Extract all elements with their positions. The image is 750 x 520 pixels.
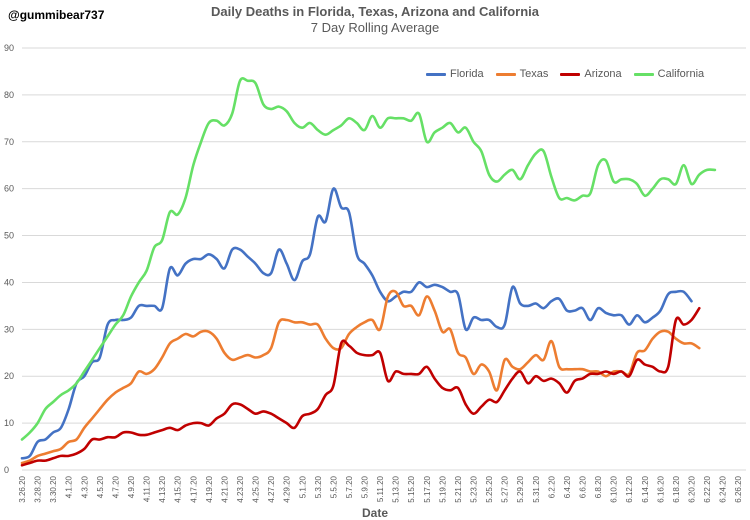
x-tick-label: 5.17.20	[423, 475, 432, 502]
legend: Florida Texas Arizona California	[426, 68, 704, 80]
x-tick-label: 4.27.20	[267, 475, 276, 502]
x-tick-label: 6.4.20	[563, 475, 572, 498]
series-line-california	[20, 77, 717, 441]
x-tick-label: 5.19.20	[438, 475, 447, 502]
legend-swatch-florida	[426, 72, 446, 76]
x-tick-label: 4.23.20	[236, 475, 245, 502]
x-tick-label: 5.11.20	[376, 475, 385, 502]
x-tick-label: 4.21.20	[220, 475, 229, 502]
author-handle: @gummibear737	[8, 8, 105, 22]
y-tick-label: 70	[4, 137, 14, 147]
x-tick-label: 5.29.20	[516, 475, 525, 502]
y-tick-label: 60	[4, 184, 14, 194]
y-tick-label: 90	[4, 43, 14, 53]
x-tick-label: 5.15.20	[407, 475, 416, 502]
legend-label-florida: Florida	[450, 68, 484, 80]
gridlines	[22, 47, 746, 471]
x-tick-label: 4.11.20	[143, 475, 152, 502]
x-tick-label: 4.3.20	[80, 475, 89, 498]
x-tick-label: 5.13.20	[392, 475, 401, 502]
x-tick-label: 4.25.20	[252, 475, 261, 502]
x-tick-label: 4.5.20	[96, 475, 105, 498]
x-axis-tick-labels: 3.26.20 3.28.20 3.30.20 4.1.20 4.3.20 4.5.20 4…	[18, 475, 743, 502]
x-tick-label: 4.17.20	[189, 475, 198, 502]
series-line-texas	[20, 289, 701, 465]
y-tick-label: 20	[4, 371, 14, 381]
x-tick-label: 4.1.20	[65, 475, 74, 498]
x-tick-label: 5.3.20	[314, 475, 323, 498]
x-tick-label: 5.5.20	[329, 475, 338, 498]
y-tick-label: 80	[4, 90, 14, 100]
y-tick-label: 0	[4, 465, 9, 475]
legend-label-texas: Texas	[519, 68, 549, 80]
x-tick-label: 4.29.20	[283, 475, 292, 502]
x-tick-label: 5.7.20	[345, 475, 354, 498]
x-tick-label: 6.18.20	[672, 475, 681, 502]
x-tick-label: 5.21.20	[454, 475, 463, 502]
x-tick-label: 4.9.20	[127, 475, 136, 498]
x-tick-label: 5.31.20	[532, 475, 541, 502]
x-tick-label: 4.15.20	[174, 475, 183, 502]
x-tick-label: 4.13.20	[158, 475, 167, 502]
chart-subtitle: 7 Day Rolling Average	[310, 20, 440, 35]
series-line-florida	[20, 187, 693, 460]
legend-swatch-arizona	[560, 72, 581, 76]
y-tick-label: 10	[4, 418, 14, 428]
series-line-arizona	[20, 306, 701, 467]
x-tick-label: 4.7.20	[111, 475, 120, 498]
x-tick-label: 6.26.20	[734, 475, 743, 502]
x-axis-title: Date	[361, 506, 388, 520]
x-tick-label: 5.27.20	[501, 475, 510, 502]
y-tick-label: 40	[4, 277, 14, 287]
x-tick-label: 5.25.20	[485, 475, 494, 502]
legend-swatch-texas	[495, 72, 516, 76]
series-lines	[20, 77, 717, 467]
x-tick-label: 6.12.20	[625, 475, 634, 502]
y-axis-tick-labels: 0 10 20 30 40 50 60 70 80 90	[4, 43, 14, 475]
x-tick-label: 3.26.20	[18, 475, 27, 502]
x-tick-label: 5.9.20	[361, 475, 370, 498]
legend-swatch-california	[633, 72, 654, 76]
x-tick-label: 6.8.20	[594, 475, 603, 498]
x-tick-label: 5.23.20	[470, 475, 479, 502]
y-tick-label: 50	[4, 231, 14, 241]
x-tick-label: 6.22.20	[703, 475, 712, 502]
legend-label-arizona: Arizona	[584, 68, 622, 80]
legend-item-arizona: Arizona	[560, 68, 622, 80]
x-tick-label: 6.10.20	[610, 475, 619, 502]
x-tick-label: 5.1.20	[298, 475, 307, 498]
x-tick-label: 6.20.20	[688, 475, 697, 502]
legend-item-california: California	[633, 68, 705, 80]
x-tick-label: 3.30.20	[49, 475, 58, 502]
x-tick-label: 4.19.20	[205, 475, 214, 502]
x-tick-label: 6.6.20	[579, 475, 588, 498]
chart-title: Daily Deaths in Florida, Texas, Arizona …	[211, 4, 539, 19]
legend-label-california: California	[657, 68, 705, 80]
x-tick-label: 3.28.20	[34, 475, 43, 502]
x-tick-label: 6.16.20	[656, 475, 665, 502]
y-tick-label: 30	[4, 324, 14, 334]
x-tick-label: 6.14.20	[641, 475, 650, 502]
x-tick-label: 6.2.20	[547, 475, 556, 498]
legend-item-florida: Florida	[426, 68, 484, 80]
x-tick-label: 6.24.20	[719, 475, 728, 502]
legend-item-texas: Texas	[495, 68, 549, 80]
